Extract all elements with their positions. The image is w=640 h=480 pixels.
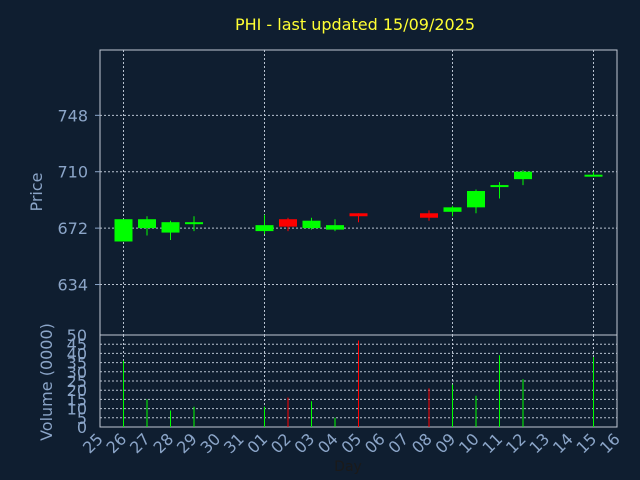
candle-body	[279, 219, 297, 227]
candle-body	[138, 219, 156, 229]
volume-tick-label: 10	[67, 400, 87, 419]
price-axis: 634 672 710 748	[57, 106, 100, 295]
candle-body	[161, 222, 180, 233]
price-tick-label: 672	[57, 219, 88, 238]
chart-title: PHI - last updated 15/09/2025	[235, 15, 475, 34]
x-axis: 2526272829303101020304050607080910111213…	[79, 429, 624, 457]
candle-body	[114, 219, 133, 242]
candle-body	[255, 225, 274, 232]
candle-body	[349, 213, 368, 217]
price-plot-area	[99, 49, 618, 336]
volume-tick-label: 25	[67, 372, 87, 391]
candles	[114, 170, 603, 242]
candle-body	[185, 222, 203, 225]
volume-tick-label: 35	[67, 354, 87, 373]
volume-tick-label: 30	[67, 363, 87, 382]
price-tick-label: 748	[57, 106, 88, 125]
volume-tick-label: 0	[77, 418, 87, 437]
volume-tick-label: 40	[67, 344, 87, 363]
volume-tick-label: 5	[77, 409, 87, 428]
x-axis-label: Day	[334, 459, 362, 475]
x-tick-label: 16	[596, 429, 624, 457]
volume-tick-label: 50	[67, 326, 87, 345]
price-tick-label: 634	[57, 276, 88, 295]
candle-body	[302, 220, 321, 229]
volume-bars	[123, 340, 594, 427]
candle-body	[420, 213, 438, 218]
candle-body	[443, 207, 462, 212]
price-tick-label: 710	[57, 163, 88, 182]
candle-body	[584, 174, 603, 177]
volume-tick-label: 45	[67, 335, 87, 354]
volume-tick-label: 20	[67, 381, 87, 400]
candle-body	[467, 191, 485, 208]
volume-axis-label: Volume (0000)	[37, 323, 56, 441]
candle-body	[490, 185, 509, 188]
candle-body	[326, 225, 344, 230]
candle-body	[514, 171, 532, 180]
price-axis-label: Price	[27, 172, 46, 211]
volume-tick-label: 15	[67, 390, 87, 409]
